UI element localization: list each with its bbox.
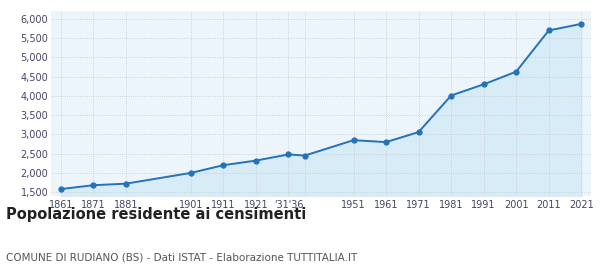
Text: COMUNE DI RUDIANO (BS) - Dati ISTAT - Elaborazione TUTTITALIA.IT: COMUNE DI RUDIANO (BS) - Dati ISTAT - El… [6, 252, 357, 262]
Text: Popolazione residente ai censimenti: Popolazione residente ai censimenti [6, 207, 306, 222]
